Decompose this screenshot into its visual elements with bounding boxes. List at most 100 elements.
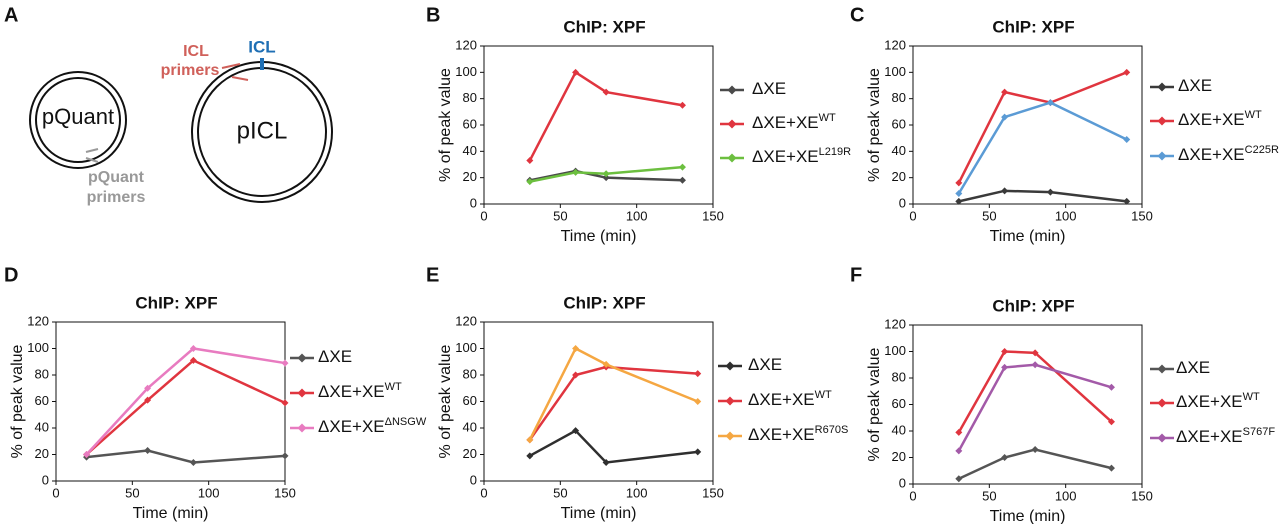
legend-name: ΔXE+XE — [748, 390, 815, 409]
series-line — [528, 365, 698, 441]
point-marker — [1031, 361, 1039, 369]
primer-label: primers — [87, 189, 146, 206]
plot-frame — [912, 324, 1143, 485]
y-tick-label: 80 — [892, 369, 906, 384]
legend-superscript: C225R — [1245, 144, 1279, 156]
primer-label: primers — [161, 62, 220, 79]
y-tick-label: 120 — [27, 313, 49, 328]
point-marker — [189, 356, 197, 364]
chart-title: ChIP: XPF — [135, 293, 217, 312]
series-line — [957, 363, 1112, 452]
point-marker — [1046, 188, 1054, 196]
legend-superscript: WT — [1243, 391, 1260, 403]
point-marker — [955, 447, 963, 455]
point-marker — [281, 399, 289, 407]
legend-marker — [297, 388, 307, 398]
point-marker — [189, 345, 197, 352]
point-marker — [144, 384, 152, 392]
legend-name: ΔXE+XE — [1178, 145, 1245, 164]
x-tick-label: 50 — [982, 208, 996, 223]
y-axis-label: % of peak value — [866, 68, 883, 182]
x-axis-label: Time (min) — [561, 228, 637, 245]
legend-superscript: WT — [819, 112, 836, 124]
legend-entry: ΔXE+XEWT — [752, 112, 836, 133]
x-axis-label: Time (min) — [990, 508, 1066, 524]
series-line — [529, 169, 683, 182]
point-marker — [602, 174, 610, 182]
y-tick-label: 60 — [463, 116, 477, 131]
legend-marker — [1157, 364, 1167, 374]
point-marker — [602, 360, 610, 368]
x-axis-label: Time (min) — [990, 228, 1066, 245]
point-marker — [526, 452, 534, 460]
legend-marker — [727, 85, 737, 95]
y-tick-label: 40 — [463, 419, 477, 434]
point-marker — [526, 157, 534, 165]
legend-entry: ΔXE+XEC225R — [1178, 144, 1279, 165]
point-marker — [602, 458, 610, 466]
point-marker — [1107, 418, 1115, 426]
legend-name: ΔXE — [1178, 76, 1212, 95]
y-tick-label: 20 — [463, 169, 477, 184]
y-tick-label: 100 — [884, 343, 906, 358]
legend-name: ΔXE+XE — [1178, 110, 1245, 129]
x-tick-label: 100 — [1055, 488, 1077, 503]
legend-superscript: S767F — [1243, 426, 1276, 438]
y-tick-label: 60 — [35, 393, 49, 408]
primer-label: pQuant — [88, 169, 145, 186]
point-marker — [955, 475, 963, 483]
legend-marker — [1157, 151, 1167, 161]
series-line — [85, 347, 286, 456]
y-tick-label: 100 — [27, 340, 49, 355]
point-marker — [1123, 68, 1131, 76]
point-marker — [1001, 113, 1009, 121]
point-marker — [694, 370, 702, 378]
x-tick-label: 150 — [1131, 208, 1153, 223]
legend-superscript: R670S — [815, 424, 849, 436]
legend-entry: ΔXE+XEWT — [1176, 391, 1260, 412]
point-marker — [678, 176, 686, 184]
x-tick-label: 150 — [1131, 488, 1153, 503]
legend-name: ΔXE+XE — [752, 147, 819, 166]
x-axis-label: Time (min) — [133, 505, 209, 522]
legend-marker — [1157, 82, 1167, 92]
y-tick-label: 120 — [455, 37, 477, 52]
legend-marker — [1157, 433, 1167, 443]
plasmid-outer — [29, 71, 127, 169]
legend-marker — [297, 423, 307, 433]
x-tick-label: 100 — [1055, 208, 1077, 223]
legend-marker — [725, 396, 735, 406]
y-tick-label: 60 — [892, 396, 906, 411]
legend-marker — [727, 119, 737, 129]
legend-entry: ΔXE+XEWT — [1178, 109, 1262, 130]
series-line — [958, 189, 1127, 203]
legend-name: ΔXE — [1176, 358, 1210, 377]
y-tick-label: 20 — [892, 449, 906, 464]
x-tick-label: 100 — [626, 485, 648, 500]
point-marker — [955, 179, 963, 187]
plasmid-inner — [35, 77, 121, 163]
point-marker — [1123, 197, 1131, 205]
legend-marker — [725, 361, 735, 371]
x-tick-label: 0 — [909, 488, 916, 503]
point-marker — [144, 447, 152, 455]
y-tick-label: 80 — [35, 366, 49, 381]
y-tick-label: 40 — [892, 143, 906, 158]
point-marker — [281, 452, 289, 460]
y-tick-label: 0 — [899, 195, 906, 210]
legend-entry: ΔXE+XEΔNSGW — [318, 416, 427, 437]
x-tick-label: 50 — [125, 485, 139, 500]
chart-title: ChIP: XPF — [563, 293, 645, 312]
series-line — [529, 429, 698, 464]
x-tick-label: 100 — [198, 485, 220, 500]
point-marker — [694, 448, 702, 456]
legend-marker — [727, 153, 737, 163]
x-tick-label: 50 — [553, 485, 567, 500]
y-tick-label: 100 — [455, 64, 477, 79]
legend-superscript: ΔNSGW — [385, 416, 427, 428]
point-marker — [1031, 349, 1039, 357]
point-marker — [1046, 99, 1054, 107]
series-line — [529, 165, 683, 183]
legend-entry: ΔXE — [1176, 358, 1210, 377]
